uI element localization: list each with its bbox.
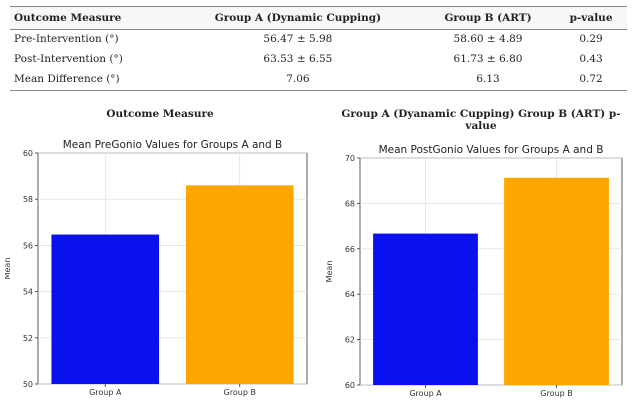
- table-cell: Post-Intervention (°): [14, 53, 123, 65]
- x-tick-label: Group B: [540, 389, 572, 398]
- y-tick-label: 60: [23, 149, 33, 158]
- y-tick-label: 64: [345, 290, 355, 299]
- right-chart-caption: Group A (Dyanamic Cupping) Group B (ART)…: [341, 108, 621, 132]
- chart-title: Mean PostGonio Values for Groups A and B: [379, 144, 604, 156]
- header-group-b: Group B (ART): [420, 6, 556, 30]
- x-tick-label: Group B: [224, 388, 256, 397]
- table-header-row: Outcome Measure Group A (Dynamic Cupping…: [10, 6, 627, 30]
- header-group-a: Group A (Dynamic Cupping): [174, 6, 421, 30]
- table-cell: 63.53 ± 6.55: [263, 53, 333, 65]
- x-tick-label: Group A: [409, 389, 442, 398]
- table-cell: 58.60 ± 4.89: [453, 33, 523, 45]
- postgonio-chart-svg: Mean PostGonio Values for Groups A and B…: [325, 144, 623, 398]
- pregonio-chart-svg: Mean PreGonio Values for Groups A and B 5…: [3, 139, 308, 397]
- table-row: Mean Difference (°) 7.06 6.13 0.72: [10, 70, 627, 91]
- bar-group-a: [51, 234, 160, 384]
- pregonio-chart: Mean PreGonio Values for Groups A and B 5…: [3, 128, 315, 408]
- table-row: Post-Intervention (°) 63.53 ± 6.55 61.73…: [10, 50, 627, 70]
- postgonio-chart: Mean PostGonio Values for Groups A and B…: [320, 132, 630, 409]
- table-cell: Pre-Intervention (°): [14, 33, 119, 45]
- header-p-value: p-value: [555, 6, 627, 30]
- y-tick-label: 70: [345, 154, 355, 163]
- y-tick-label: 52: [23, 334, 33, 343]
- chart-title: Mean PreGonio Values for Groups A and B: [63, 139, 283, 151]
- y-tick-label: 58: [23, 195, 33, 204]
- y-tick-label: 68: [345, 199, 355, 208]
- y-tick-label: 50: [23, 380, 33, 389]
- left-chart-caption: Outcome Measure: [106, 108, 214, 120]
- table-cell: Mean Difference (°): [10, 70, 175, 91]
- table-cell: 61.73 ± 6.80: [453, 53, 523, 65]
- header-outcome-measure: Outcome Measure: [10, 6, 175, 30]
- table-cell: 6.13: [420, 70, 556, 91]
- y-axis-label: Mean: [5, 258, 12, 280]
- results-table: Outcome Measure Group A (Dynamic Cupping…: [10, 6, 627, 91]
- results-table-container: Outcome Measure Group A (Dynamic Cupping…: [10, 6, 627, 91]
- bar-group-a: [373, 233, 478, 385]
- x-tick-label: Group A: [89, 388, 122, 397]
- table-cell: 7.06: [174, 70, 421, 91]
- y-tick-label: 60: [345, 381, 355, 390]
- y-axis-label: Mean: [325, 261, 334, 283]
- table-cell: 0.29: [579, 33, 603, 45]
- table-cell: 0.43: [579, 53, 603, 65]
- bar-group-b: [504, 177, 609, 385]
- table-row: Pre-Intervention (°) 56.47 ± 5.98 58.60 …: [10, 30, 627, 51]
- y-tick-label: 62: [345, 336, 355, 345]
- table-cell: 56.47 ± 5.98: [263, 33, 333, 45]
- table-cell: 0.72: [555, 70, 627, 91]
- bar-group-b: [185, 185, 294, 384]
- y-tick-label: 54: [23, 288, 33, 297]
- y-tick-label: 56: [23, 241, 33, 250]
- y-tick-label: 66: [345, 245, 355, 254]
